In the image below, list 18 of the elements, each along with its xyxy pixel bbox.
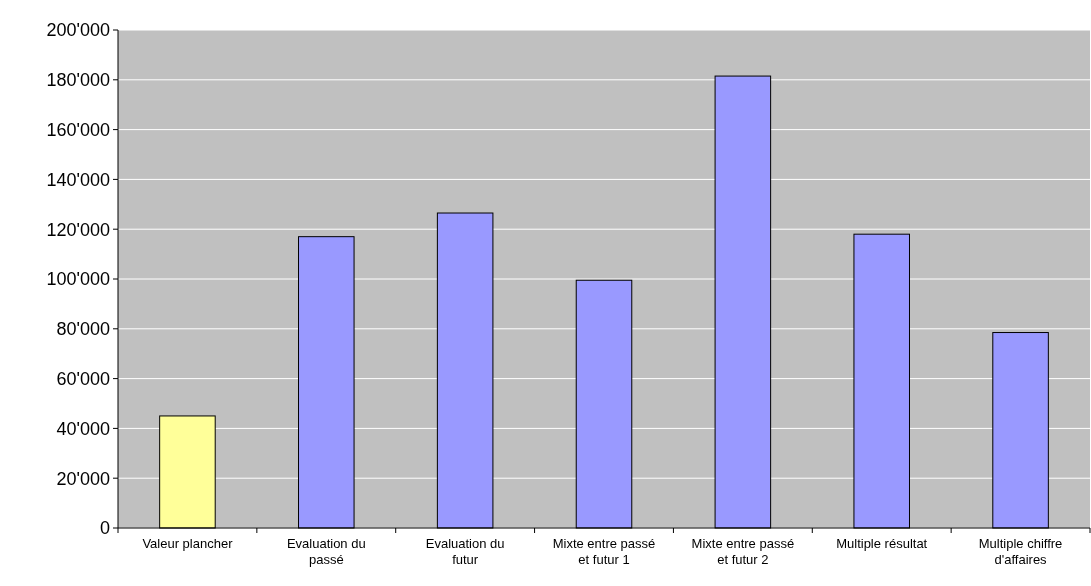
y-tick-label: 120'000 [46, 219, 110, 240]
y-tick-label: 100'000 [46, 269, 110, 290]
x-tick-label: Mixte entre passé et futur 2 [691, 536, 795, 567]
x-tick-label: Evaluation du futur [425, 536, 505, 567]
y-tick-label: 20'000 [56, 468, 110, 489]
y-tick-label: 180'000 [46, 70, 110, 91]
y-tick-label: 40'000 [56, 418, 110, 439]
x-tick-label: Mixte entre passé et futur 1 [552, 536, 656, 567]
y-tick-label: 160'000 [46, 119, 110, 140]
y-tick-label: 140'000 [46, 169, 110, 190]
x-tick-label: Multiple résultat [836, 536, 928, 551]
x-tick-label: Multiple chiffre d'affaires [978, 536, 1063, 567]
x-tick-label: Valeur plancher [142, 536, 234, 551]
y-tick-label: 200'000 [46, 20, 110, 41]
x-tick-label: Evaluation du passé [286, 536, 366, 567]
y-tick-label: 60'000 [56, 368, 110, 389]
y-tick-label: 0 [99, 518, 110, 539]
y-tick-label: 80'000 [56, 319, 110, 340]
